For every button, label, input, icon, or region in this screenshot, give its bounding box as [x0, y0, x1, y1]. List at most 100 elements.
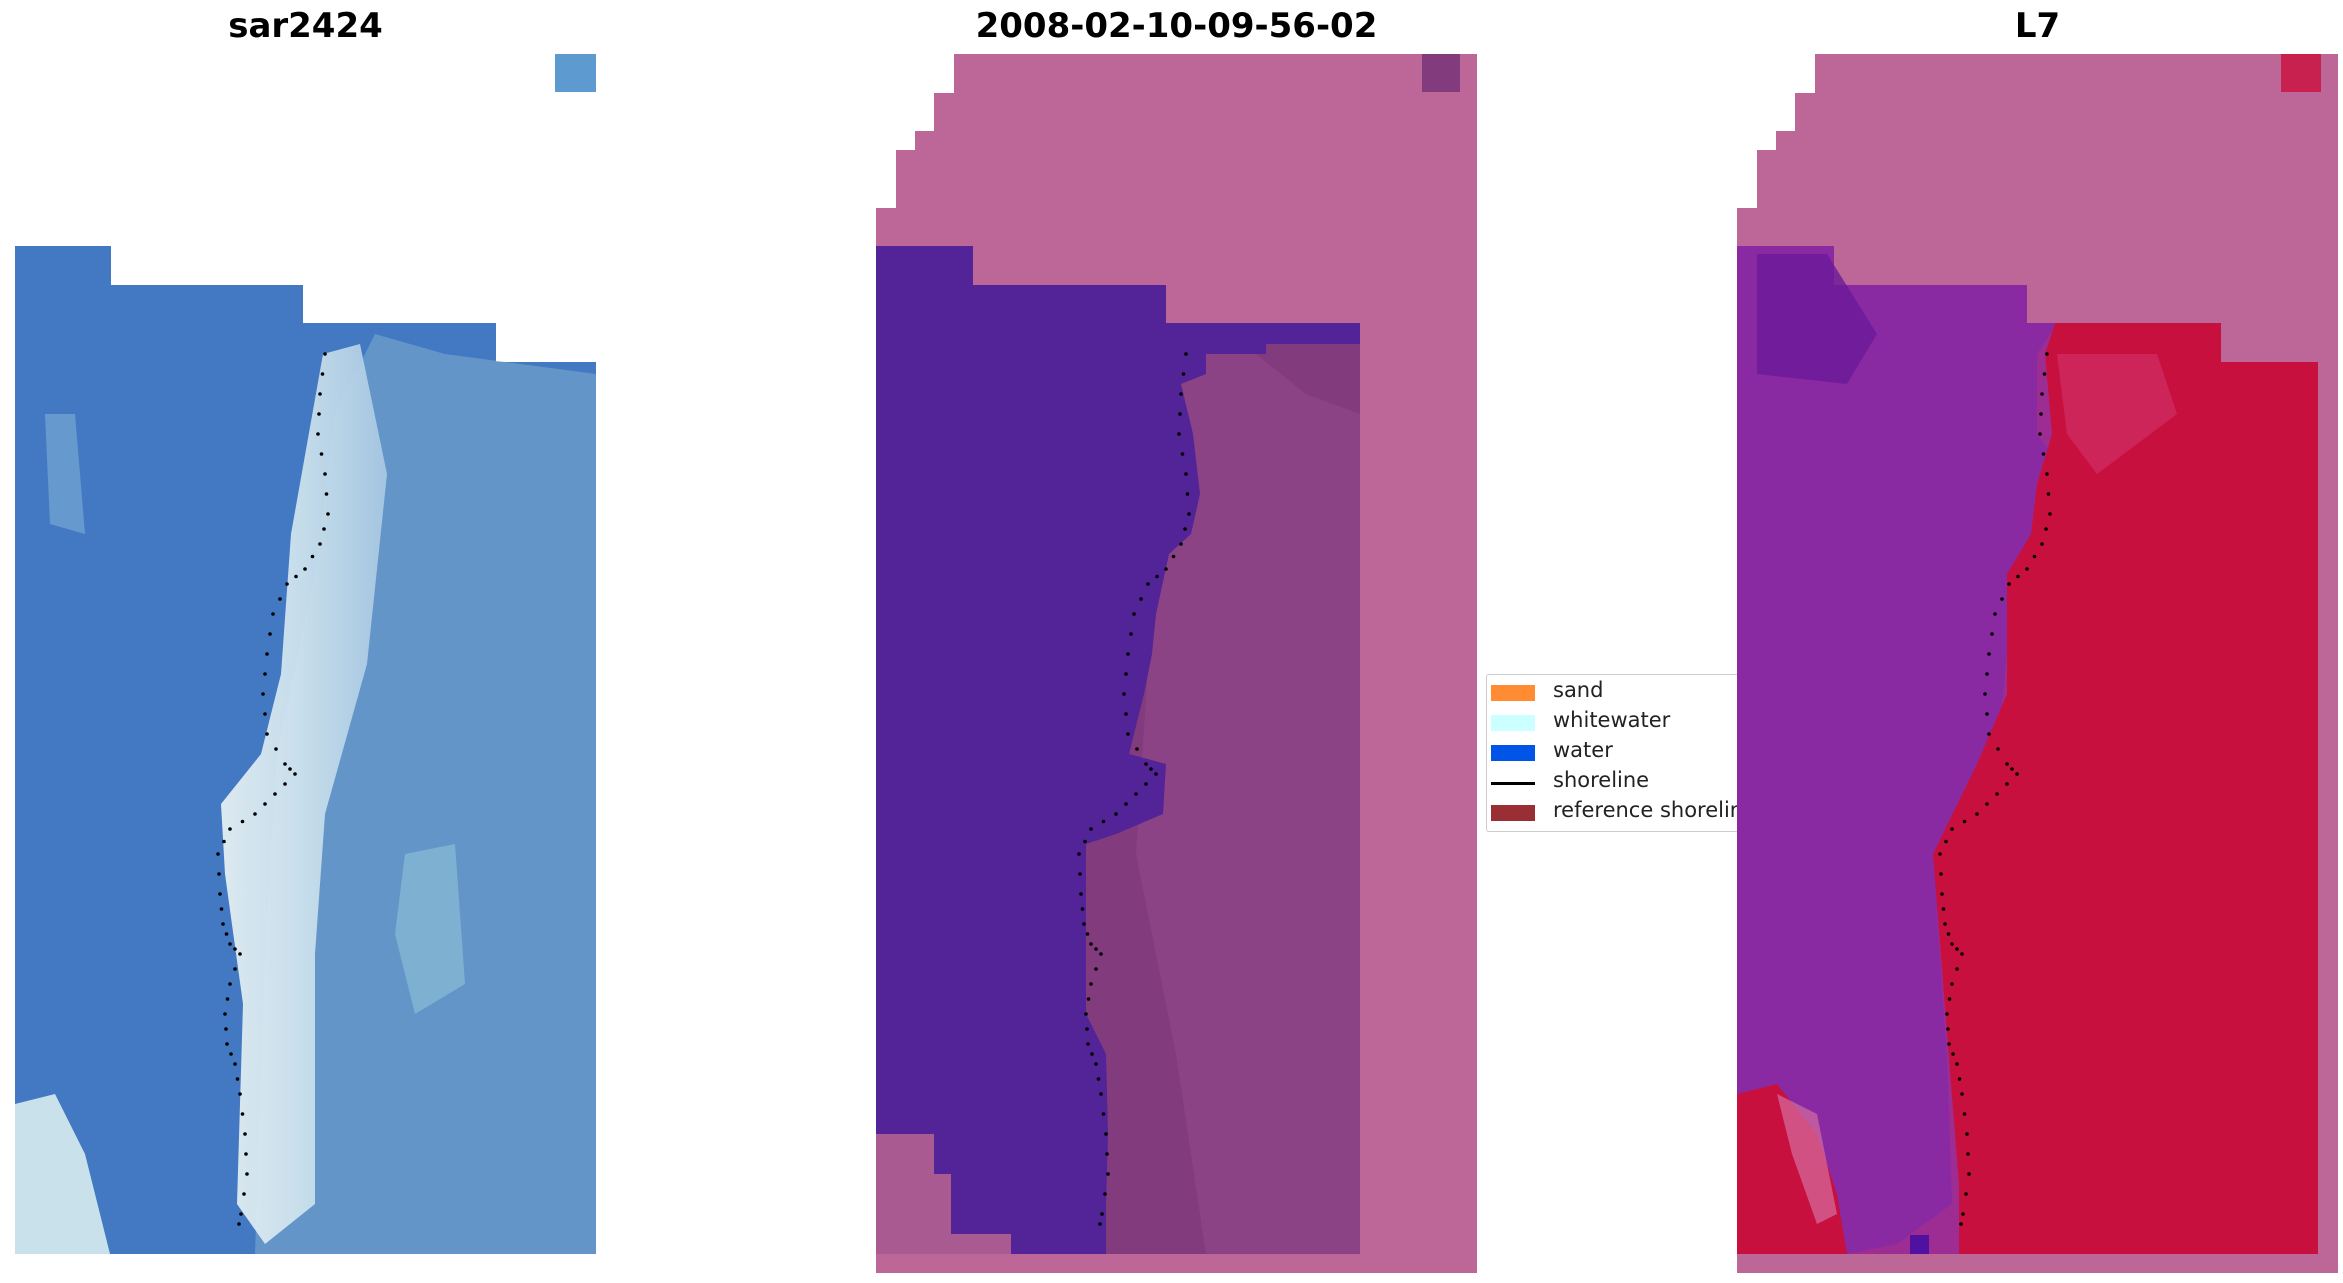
shoreline-dot — [1155, 574, 1159, 579]
shoreline-dot — [1959, 1222, 1963, 1226]
shoreline-dot — [1985, 802, 1989, 806]
shoreline-dot — [288, 767, 292, 771]
shoreline-dot — [240, 1112, 245, 1116]
shoreline-dot — [2016, 574, 2020, 579]
legend-item-whitewater: whitewater — [1487, 707, 1737, 737]
legend-item-sand: sand — [1487, 677, 1737, 707]
shoreline-dot — [1099, 1092, 1103, 1096]
shoreline-dot — [1943, 922, 1947, 926]
shoreline-dot — [2046, 492, 2051, 496]
reference-shoreline-swatch — [1491, 805, 1535, 821]
legend-label: sand — [1553, 678, 1604, 702]
shoreline-dot — [316, 432, 320, 436]
shoreline-dot — [1967, 1172, 1971, 1176]
shoreline-dot — [1146, 582, 1150, 586]
shoreline-dot — [322, 527, 326, 531]
shoreline-dot — [237, 1222, 241, 1226]
shoreline-dot — [293, 772, 297, 776]
rgb-image-panel — [15, 54, 596, 1254]
shoreline-dot — [1089, 827, 1093, 831]
shoreline-dot — [1083, 839, 1087, 844]
shoreline-dot — [1089, 942, 1093, 946]
shoreline-dot — [1945, 1012, 1949, 1016]
shoreline-dot — [323, 352, 327, 356]
shoreline-dot — [1086, 997, 1091, 1001]
shoreline-dot — [2010, 767, 2014, 771]
shoreline-dot — [219, 907, 224, 911]
shoreline-dot — [1950, 942, 1954, 946]
shoreline-dot — [1078, 872, 1082, 876]
classified-image — [876, 54, 1477, 1273]
shoreline-dot — [265, 732, 269, 736]
shoreline-dot — [228, 982, 232, 986]
shoreline-dot — [1090, 1052, 1094, 1056]
shoreline-dot — [233, 1062, 237, 1066]
shoreline-dot — [221, 922, 225, 926]
shoreline-dot — [1185, 492, 1190, 496]
legend-label: water — [1553, 738, 1613, 762]
shoreline-dot — [244, 1152, 248, 1156]
shoreline-dot — [1938, 852, 1942, 856]
shoreline-dot — [222, 839, 226, 844]
shoreline-dot — [1124, 712, 1128, 716]
shoreline-dot — [253, 812, 257, 816]
shoreline-dot — [2041, 452, 2046, 456]
sand-swatch — [1491, 685, 1535, 701]
shoreline-dot — [1154, 772, 1158, 776]
shoreline-dot — [1995, 792, 1999, 796]
legend-item-shoreline: shoreline — [1487, 767, 1737, 797]
shoreline-dot — [271, 612, 275, 616]
shoreline-dot — [278, 597, 282, 601]
shoreline-dot — [2040, 392, 2044, 396]
shoreline-dot — [240, 819, 245, 824]
shoreline-dot — [265, 652, 269, 656]
shoreline-dot — [2038, 432, 2042, 436]
shoreline-dots — [216, 352, 330, 1226]
shoreline-dot — [317, 412, 321, 416]
shoreline-dot — [263, 672, 267, 676]
shoreline-dot — [1961, 1212, 1965, 1216]
shoreline-dot — [1144, 782, 1148, 786]
shoreline-dot — [283, 762, 287, 766]
shoreline-dot — [1964, 1192, 1968, 1196]
legend-label: shoreline — [1553, 768, 1650, 792]
legend-label: whitewater — [1553, 708, 1671, 732]
shoreline-dot — [1941, 907, 1946, 911]
shoreline-dot — [1946, 932, 1951, 936]
shoreline-dot — [228, 942, 232, 946]
shoreline-dot — [1962, 819, 1967, 824]
shoreline-dot — [2040, 542, 2044, 546]
shoreline-dot — [1950, 827, 1954, 831]
shoreline-dot — [2032, 554, 2037, 559]
shoreline-dot — [1099, 952, 1103, 956]
shoreline-dot — [1124, 672, 1128, 676]
shoreline-dot — [310, 554, 315, 559]
shoreline-dot — [323, 472, 327, 476]
shoreline-dot — [217, 872, 221, 876]
shoreline-dot — [1983, 692, 1987, 696]
shoreline-dot — [224, 1027, 228, 1031]
shoreline-dot — [233, 947, 237, 951]
shoreline-dot — [1939, 872, 1943, 876]
shoreline-dot — [319, 452, 324, 456]
shoreline-dot — [1124, 802, 1128, 806]
shoreline-dot — [1965, 1132, 1969, 1136]
shoreline-dot — [1129, 632, 1133, 636]
shoreline-dot — [1985, 712, 1989, 716]
rgb-image — [15, 54, 596, 1254]
shoreline-dot — [1179, 392, 1183, 396]
shoreline-dot — [1987, 732, 1991, 736]
shoreline-dot — [1987, 652, 1991, 656]
shoreline-dot — [2015, 772, 2019, 776]
shoreline-dot — [1960, 952, 1964, 956]
shoreline-dot — [1177, 432, 1181, 436]
shoreline-dot — [218, 892, 222, 896]
shoreline-dot — [1975, 812, 1979, 816]
shoreline-dot — [1079, 892, 1083, 896]
shoreline-dot — [1990, 632, 1994, 636]
index-image-panel — [1737, 54, 2338, 1273]
shoreline-dot — [1077, 852, 1081, 856]
shoreline-dot — [225, 1042, 229, 1046]
shoreline-dot — [1947, 1042, 1951, 1046]
shoreline-dot — [285, 582, 289, 586]
